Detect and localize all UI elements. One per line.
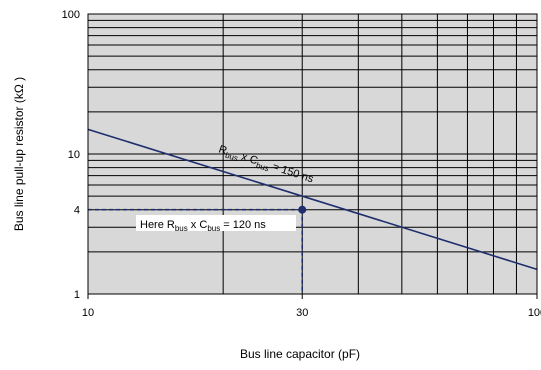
line-anno-mid: x C xyxy=(237,150,259,167)
y-tick-label: 4 xyxy=(74,205,80,217)
x-tick-label: 30 xyxy=(296,307,308,319)
line-anno-r: R xyxy=(217,143,228,157)
series-group xyxy=(87,128,538,271)
y-tick-label: 10 xyxy=(68,149,80,161)
x-tick-label: 100 xyxy=(528,307,541,319)
point-annotation-box xyxy=(136,215,296,231)
point-anno-prefix: Here R xyxy=(140,219,175,231)
y-axis-title: Bus line pull-up resistor (kΩ ) xyxy=(12,77,26,231)
plot-border xyxy=(87,13,538,295)
point-anno-r-sub: bus xyxy=(175,224,188,233)
series-line xyxy=(87,128,538,271)
line-anno-r-sub: bus xyxy=(224,151,239,164)
point-anno-rest: = 120 ns xyxy=(220,219,266,231)
line-anno-c-sub: bus xyxy=(255,161,270,174)
guide-lines xyxy=(88,205,307,294)
point-annotation: Here Rbus x Cbus = 120 ns xyxy=(140,219,266,233)
grid xyxy=(88,14,537,294)
x-axis-title: Bus line capacitor (pF) xyxy=(240,347,360,361)
point-anno-mid: x C xyxy=(188,219,208,231)
y-tick-label: 100 xyxy=(62,9,80,21)
y-tick-label: 1 xyxy=(74,289,80,301)
x-tick-label: 10 xyxy=(82,307,94,319)
point-anno-c-sub: bus xyxy=(207,224,220,233)
tick-labels: 10 30 100 1 4 10 100 xyxy=(62,9,541,319)
highlight-point xyxy=(298,205,307,214)
